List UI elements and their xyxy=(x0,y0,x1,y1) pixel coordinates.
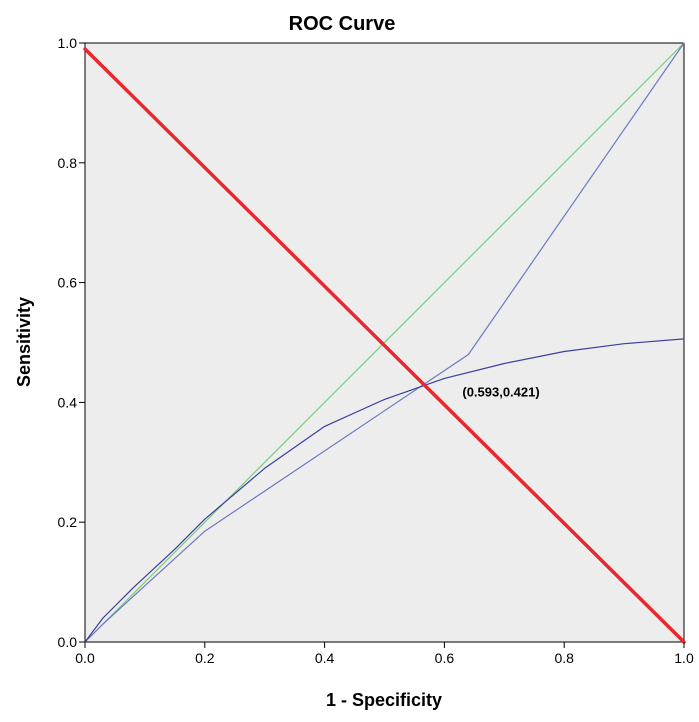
series-line-3 xyxy=(84,338,685,643)
y-tick-label: 0.4 xyxy=(58,394,78,410)
series-layer xyxy=(83,42,686,644)
y-tick-label: 0.8 xyxy=(58,155,78,171)
y-axis-ticks: 0.0 0.2 0.4 0.6 0.8 1.0 xyxy=(58,35,85,650)
series-line-4 xyxy=(83,47,686,644)
chart-title: ROC Curve xyxy=(289,13,396,35)
y-axis-label: Sensitivity xyxy=(14,297,34,387)
series-line-2 xyxy=(84,42,685,643)
x-tick-label: 0.6 xyxy=(435,650,455,666)
point-annotation: (0.593,0.421) xyxy=(462,384,539,399)
annotation-layer: (0.593,0.421) xyxy=(462,384,539,399)
y-tick-label: 0.0 xyxy=(58,634,78,650)
y-tick-label: 1.0 xyxy=(58,35,78,51)
series-line-1 xyxy=(84,42,685,643)
y-tick-label: 0.2 xyxy=(58,514,78,530)
x-tick-label: 1.0 xyxy=(674,650,694,666)
x-tick-label: 0.8 xyxy=(554,650,574,666)
y-tick-label: 0.6 xyxy=(58,275,78,291)
x-axis-ticks: 0.0 0.2 0.4 0.6 0.8 1.0 xyxy=(75,642,694,666)
x-axis-label: 1 - Specificity xyxy=(326,690,442,710)
x-tick-label: 0.0 xyxy=(75,650,95,666)
x-tick-label: 0.4 xyxy=(315,650,335,666)
x-tick-label: 0.2 xyxy=(195,650,215,666)
